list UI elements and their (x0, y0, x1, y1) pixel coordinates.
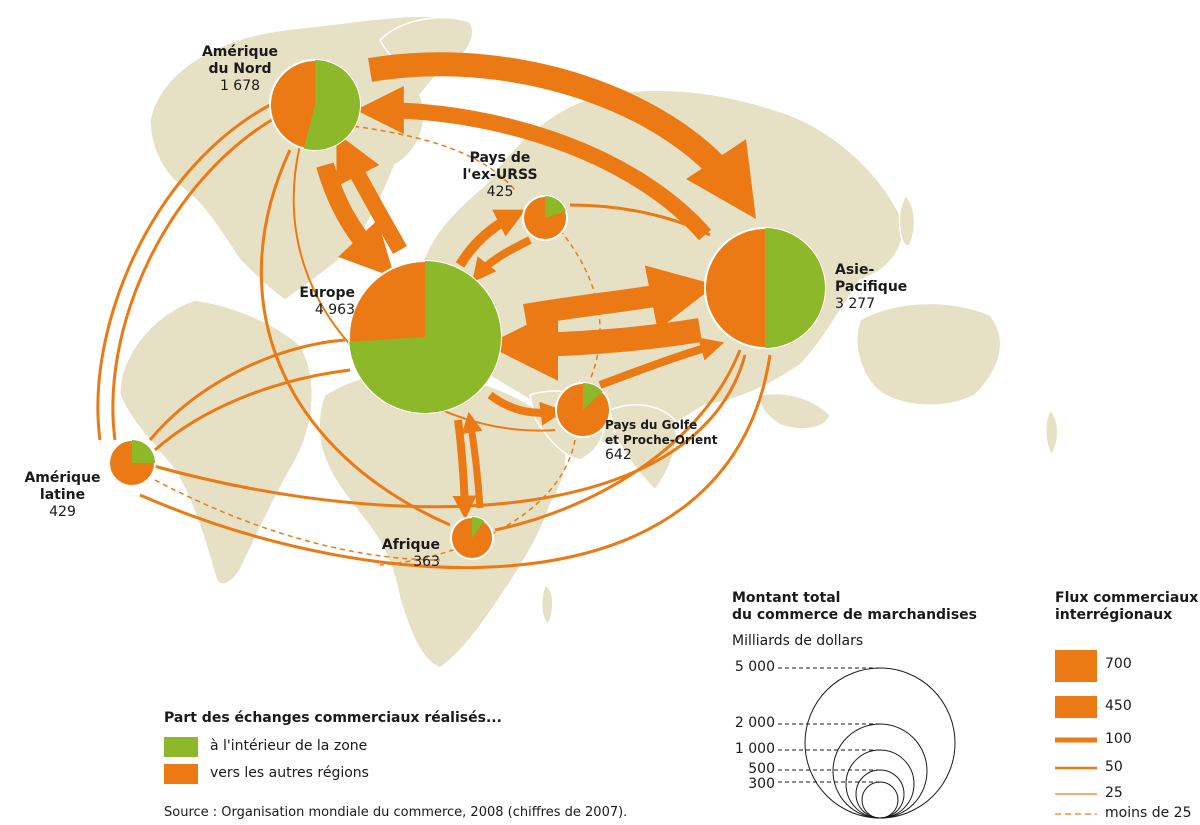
legend-flow-swatches (1055, 650, 1097, 814)
label-africa: Afrique 363 (365, 537, 440, 571)
legend-total-title: Montant total du commerce de marchandise… (732, 590, 977, 624)
label-africa-line1: Afrique (365, 537, 440, 554)
legend-flow-700 (1055, 650, 1097, 682)
legend-circle-2000 (833, 724, 927, 818)
total-north-america: 1 678 (195, 78, 285, 95)
new-zealand-land (1046, 410, 1058, 455)
japan-land (899, 195, 914, 246)
label-latin-america: Amérique latine 429 (20, 470, 105, 521)
source-note: Source : Organisation mondiale du commer… (164, 805, 627, 820)
legend-flows-title: Flux commerciaux interrégionaux (1055, 590, 1198, 624)
label-europe-line1: Europe (270, 285, 355, 302)
australia-land (857, 304, 1001, 406)
legend-flow-700-label: 700 (1105, 656, 1132, 672)
label-north-america-line2: du Nord (195, 61, 285, 78)
total-europe: 4 963 (270, 302, 355, 319)
legend-flow-450 (1055, 696, 1097, 718)
legend-intra-swatch (164, 737, 198, 757)
pie-asia-pacific (705, 228, 825, 348)
label-north-america-line1: Amérique (195, 44, 285, 61)
label-ex-urss: Pays de l'ex-URSS 425 (450, 150, 550, 201)
south-america-land (120, 300, 312, 584)
legend-total-2000: 2 000 (715, 715, 775, 731)
legend-flows-title-line2: interrégionaux (1055, 607, 1198, 624)
legend-flow-450-label: 450 (1105, 698, 1132, 714)
label-latin-america-line1: Amérique (20, 470, 105, 487)
legend-total-500: 500 (715, 761, 775, 777)
legend-share-title: Part des échanges commerciaux réalisés..… (164, 710, 502, 727)
pie-gulf (556, 383, 610, 437)
label-latin-america-line2: latine (20, 487, 105, 504)
legend-flow-50-label: 50 (1105, 759, 1123, 775)
legend-circle-300 (862, 782, 898, 818)
legend-intra-label: à l'intérieur de la zone (210, 738, 367, 754)
legend-total-1000: 1 000 (715, 741, 775, 757)
legend-flow-less-25-label: moins de 25 (1105, 805, 1191, 821)
legend-flows-title-line1: Flux commerciaux (1055, 590, 1198, 607)
total-ex-urss: 425 (450, 184, 550, 201)
label-asia-pacific: Asie- Pacifique 3 277 (835, 262, 907, 313)
label-north-america: Amérique du Nord 1 678 (195, 44, 285, 95)
legend-total-5000: 5 000 (715, 659, 775, 675)
pie-africa (451, 517, 493, 559)
legend-total-title-line1: Montant total (732, 590, 977, 607)
label-asia-pacific-line2: Pacifique (835, 279, 907, 296)
label-gulf-line1: Pays du Golfe (605, 418, 717, 433)
legend-external-swatch (164, 764, 198, 784)
legend-circle-5000 (805, 668, 955, 818)
legend-circle-1000 (846, 750, 914, 818)
legend-size-circles (805, 668, 955, 818)
legend-total-title-line2: du commerce de marchandises (732, 607, 977, 624)
label-europe: Europe 4 963 (270, 285, 355, 319)
legend-total-300: 300 (715, 776, 775, 792)
total-asia-pacific: 3 277 (835, 296, 907, 313)
legend-size-ticks (778, 668, 880, 782)
pie-latin-america (109, 440, 155, 486)
legend-flow-100-label: 100 (1105, 731, 1132, 747)
label-ex-urss-line2: l'ex-URSS (450, 167, 550, 184)
label-asia-pacific-line1: Asie- (835, 262, 907, 279)
total-latin-america: 429 (20, 504, 105, 521)
label-gulf: Pays du Golfe et Proche-Orient 642 (605, 418, 717, 463)
madagascar-land (542, 585, 553, 625)
total-gulf: 642 (605, 448, 717, 463)
southeast-asia-land (760, 394, 830, 429)
legend-total-unit: Milliards de dollars (732, 633, 863, 649)
total-africa: 363 (365, 554, 440, 571)
pie-europe (349, 261, 501, 413)
legend-flow-25-label: 25 (1105, 785, 1123, 801)
pie-ex-urss (523, 196, 567, 240)
label-gulf-line2: et Proche-Orient (605, 433, 717, 448)
legend-external-label: vers les autres régions (210, 765, 369, 781)
label-ex-urss-line1: Pays de (450, 150, 550, 167)
